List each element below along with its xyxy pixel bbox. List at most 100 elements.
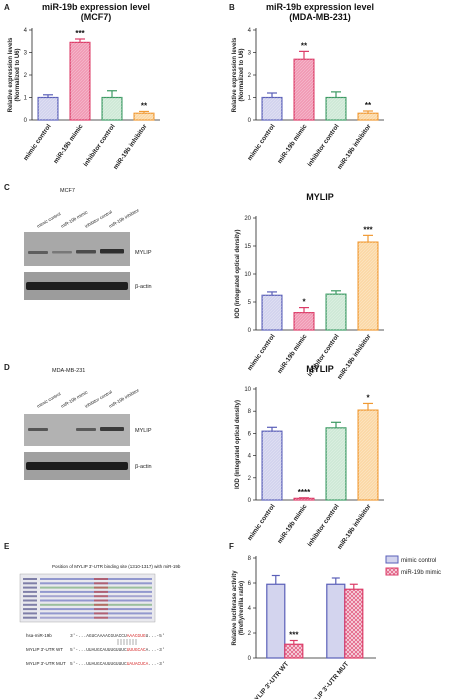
seq-label: hsa-miR-19b	[26, 633, 52, 638]
y-tick-label: 3	[24, 51, 28, 57]
alignment-species-mark	[23, 578, 37, 580]
alignment-species-mark	[23, 608, 37, 611]
alignment-species-mark	[23, 616, 37, 619]
x-tick-label: MYLIP 3'-UTR MUT	[308, 661, 351, 699]
bar	[284, 643, 304, 659]
bar-texture	[102, 97, 122, 120]
y-tick-label: 1	[248, 96, 252, 102]
alignment-site-mark	[94, 612, 108, 615]
chart-title: miR-19b expression level	[266, 2, 374, 12]
significance-mark: *	[302, 298, 306, 307]
bar-texture	[70, 42, 90, 120]
y-axis-label-sub: (Normalized to U6)	[15, 48, 21, 101]
blot-d-actin-band	[26, 462, 128, 470]
x-tick-label: mimic control	[246, 333, 276, 372]
svg-text:5'-...UUAUGCAUUUGUUUCUUUGCACA.: 5'-...UUAUGCAUUUGUUUCUUUGCACA...-3'	[70, 647, 165, 653]
legend-swatch	[385, 555, 399, 564]
panel-label-d: D	[4, 363, 10, 372]
alignment-site-mark	[94, 599, 108, 602]
x-tick-label: mimic control	[22, 123, 52, 162]
y-tick-label: 0	[24, 118, 28, 124]
seq-mutated-site: UAUACUCA	[127, 661, 149, 667]
blot-d-band	[76, 428, 96, 431]
alignment-species-mark	[23, 586, 37, 589]
chart-d: MYLIP 0 2 4 6 8 10 IOD (integrated optical dens…	[235, 364, 384, 551]
western-blot-mcf7: MCF7 mimic control miR-19b mimic inhibit…	[24, 188, 152, 300]
seq-row-mirna: hsa-miR-19b 3'-...AGUCAAAACGUACCUAAACGUG…	[26, 633, 165, 639]
seq-right: A...-3'	[146, 647, 165, 653]
panel-label-f: F	[229, 542, 234, 551]
alignment-site-mark	[94, 586, 108, 589]
x-tick-label: miR-19b inhibitor	[336, 333, 373, 381]
x-tick-label: miR-19b inhibitor	[112, 123, 149, 171]
y-tick-label: 0	[248, 118, 252, 124]
y-tick-label: 0	[248, 656, 252, 662]
chart-subtitle: (MDA-MB-231)	[289, 12, 351, 22]
significance-mark: ****	[298, 488, 311, 497]
x-tick-label: mimic control	[246, 123, 276, 162]
legend-label: miR-19b mimic	[401, 570, 441, 576]
chart-c: MYLIP 0 5 10 15 20 IOD (integrated optical den…	[235, 192, 384, 381]
western-blot-mda: MDA-MB-231 mimic control miR-19b mimic i…	[24, 368, 152, 480]
seq-right: ...-3'	[148, 661, 164, 667]
seq-label: MYLIP 3'-UTR MUT	[26, 661, 66, 666]
bar-texture	[326, 427, 346, 500]
blot-c-actin-band	[26, 282, 128, 290]
blot-d-cell-label: MDA-MB-231	[52, 368, 85, 374]
svg-text:3'-...AGUCAAAACGUACCUAAACGUGU.: 3'-...AGUCAAAACGUACCUAAACGUGU...-5'	[70, 633, 165, 639]
chart-title: miR-19b expression level	[42, 2, 150, 12]
alignment-title: Position of MYLIP 3'-UTR binding site (1…	[52, 564, 181, 569]
bar-texture	[326, 294, 346, 330]
alignment-site-mark	[94, 608, 108, 611]
seq-row-wt: MYLIP 3'-UTR WT 5'-...UUAUGCAUUUGUUUCUUU…	[26, 647, 165, 653]
y-tick-label: 10	[244, 387, 251, 393]
y-tick-label: 4	[24, 28, 28, 34]
seq-label: MYLIP 3'-UTR WT	[26, 647, 63, 652]
svg-text:5'-...UUAUGCAUUUGUUUCUAUACUCA.: 5'-...UUAUGCAUUUGUUUCUAUACUCA...-3'	[70, 661, 165, 667]
x-tick-label: miR-19b inhibitor	[336, 503, 373, 551]
seq-right: U...-5'	[146, 633, 165, 639]
blot-c-band	[76, 250, 96, 254]
seq-site: UUUGCAC	[127, 647, 146, 653]
blot-c-cell-label: MCF7	[60, 188, 75, 194]
chart-title: MYLIP	[306, 192, 334, 202]
y-tick-label: 2	[24, 73, 28, 79]
y-tick-label: 8	[248, 556, 252, 562]
significance-mark: **	[141, 101, 148, 110]
x-tick-label: miR-19b mimic	[52, 123, 84, 165]
x-tick-label: inhibitor control	[306, 503, 340, 548]
y-tick-label: 4	[248, 606, 252, 612]
y-tick-label: 8	[248, 409, 252, 415]
bar	[326, 583, 346, 659]
bar-texture	[262, 431, 282, 500]
seq-row-mut: MYLIP 3'-UTR MUT 5'-...UUAUGCAUUUGUUUCUA…	[26, 661, 165, 667]
blot-d-lane-1: mimic control	[36, 391, 61, 409]
bar	[266, 583, 286, 659]
alignment-site-mark	[94, 582, 108, 585]
chart-subtitle: (MCF7)	[81, 12, 112, 22]
x-tick-label: mimic control	[246, 503, 276, 542]
chart-title: MYLIP	[306, 364, 334, 374]
significance-mark: ***	[75, 29, 85, 38]
bar-texture	[358, 410, 378, 500]
bar	[344, 588, 364, 659]
y-axis-label: Relative expression levels	[232, 37, 238, 112]
y-tick-label: 0	[248, 328, 252, 334]
legend-label: mimic control	[401, 558, 436, 564]
y-tick-label: 2	[248, 631, 252, 637]
blot-d-band	[100, 427, 124, 431]
bar-texture	[262, 295, 282, 330]
y-tick-label: 2	[248, 73, 252, 79]
bar-texture	[294, 312, 314, 330]
blot-d-band	[28, 428, 48, 431]
y-tick-label: 6	[248, 581, 252, 587]
alignment-panel: Position of MYLIP 3'-UTR binding site (1…	[19, 564, 181, 667]
bar-texture	[38, 97, 58, 120]
significance-mark: **	[365, 101, 372, 110]
significance-mark: ***	[289, 631, 299, 640]
alignment-species-mark	[23, 595, 37, 598]
alignment-species-mark	[23, 612, 37, 615]
y-axis-label-sub: (firefly/renilla ratio)	[239, 581, 245, 635]
x-tick-label: inhibitor control	[306, 123, 340, 168]
